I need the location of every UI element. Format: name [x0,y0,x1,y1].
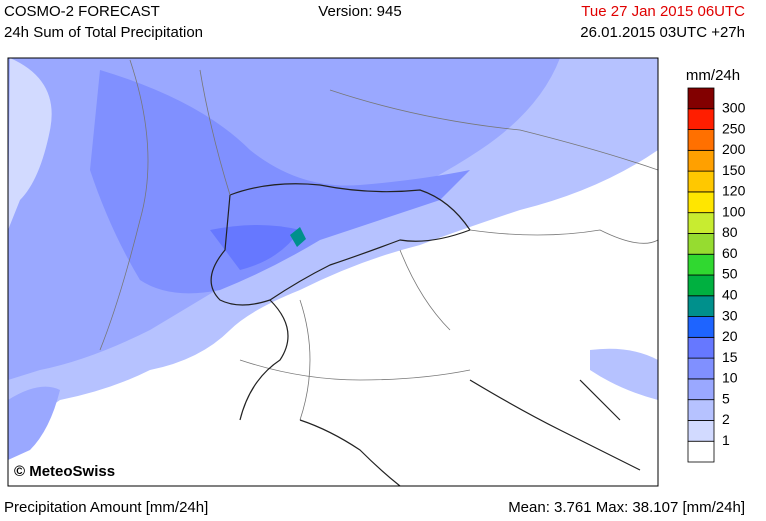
version: Version: 945 [318,3,401,20]
map: © MeteoSwiss [7,57,659,487]
legend-label: 50 [722,266,738,282]
legend-swatch [687,399,715,421]
legend-swatch [687,212,715,234]
legend-swatch [687,357,715,380]
legend-label: 30 [722,307,738,323]
legend-swatch [687,440,715,463]
legend-label: 15 [722,349,738,365]
legend-label: 150 [722,162,746,178]
legend-label: 60 [722,245,738,261]
legend-label: 40 [722,286,738,302]
legend-label: 2 [722,411,730,427]
legend-swatch [687,378,715,401]
legend-label: 1 [722,432,730,448]
footer-left: Precipitation Amount [mm/24h] [4,499,208,516]
legend-swatch [687,170,715,193]
legend-swatch [687,336,715,359]
legend-swatch [687,420,715,442]
legend-swatch [687,316,715,338]
legend-swatch [687,253,715,276]
legend-label: 5 [722,390,730,406]
legend-unit: mm/24h [686,67,740,84]
legend-label: 80 [722,224,738,240]
valid-time: Tue 27 Jan 2015 06UTC [581,3,745,20]
legend-swatch [687,129,715,151]
legend-swatch [687,191,715,214]
subtitle: 24h Sum of Total Precipitation [4,24,203,41]
legend-swatch [687,233,715,255]
footer-right: Mean: 3.761 Max: 38.107 [mm/24h] [508,499,745,516]
legend-label: 100 [722,203,746,219]
legend: mm/24h 1 2 5 10 15 20 30 40 50 60 80 100 120 150 200 25… [686,67,746,463]
legend-swatch [687,149,715,172]
legend-label: 200 [722,141,746,157]
legend-label: 10 [722,370,738,386]
title: COSMO-2 FORECAST [4,3,160,20]
legend-label: 250 [722,120,746,136]
credit: © MeteoSwiss [14,463,115,480]
legend-label: 300 [722,99,746,115]
legend-label: 20 [722,328,738,344]
legend-swatch [687,274,715,297]
run-time: 26.01.2015 03UTC +27h [580,24,745,41]
legend-swatch [687,87,715,110]
legend-swatch [687,108,715,130]
legend-swatch [687,295,715,317]
legend-label: 120 [722,183,746,199]
